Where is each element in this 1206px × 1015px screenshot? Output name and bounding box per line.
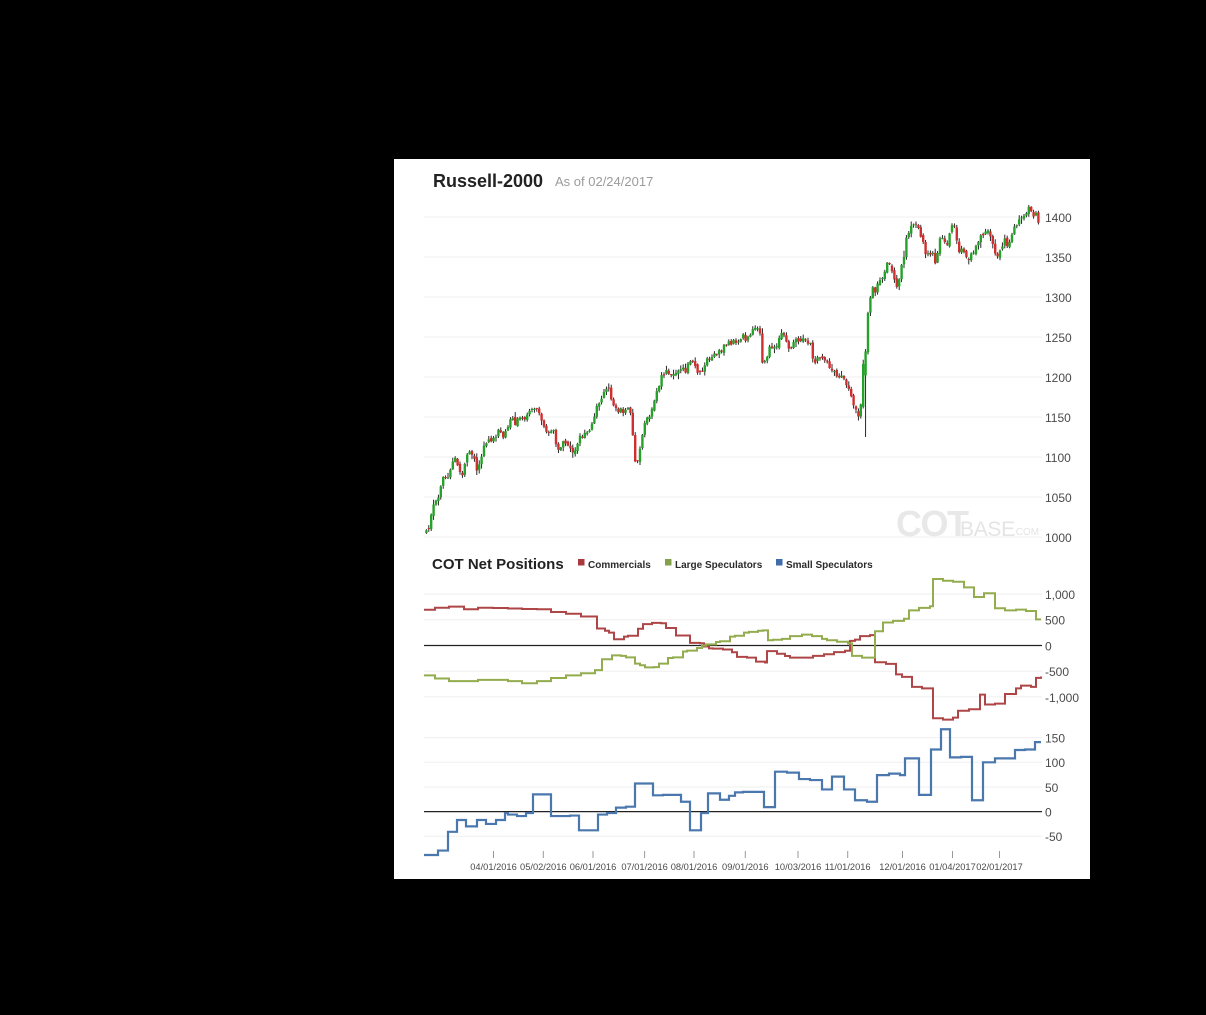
svg-text:0: 0 (1045, 806, 1052, 820)
svg-text:1250: 1250 (1045, 331, 1072, 345)
svg-text:50: 50 (1045, 781, 1059, 795)
svg-text:1000: 1000 (1045, 531, 1072, 545)
svg-text:1400: 1400 (1045, 211, 1072, 225)
svg-text:1150: 1150 (1045, 411, 1071, 425)
svg-text:-500: -500 (1045, 665, 1069, 679)
svg-text:01/04/2017: 01/04/2017 (929, 862, 976, 872)
svg-text:06/01/2016: 06/01/2016 (570, 862, 617, 872)
svg-text:07/01/2016: 07/01/2016 (621, 862, 668, 872)
svg-text:0: 0 (1045, 639, 1052, 653)
svg-text:12/01/2016: 12/01/2016 (879, 862, 926, 872)
svg-text:500: 500 (1045, 614, 1065, 628)
svg-text:Commercials: Commercials (588, 560, 651, 571)
svg-text:05/02/2016: 05/02/2016 (520, 862, 567, 872)
svg-text:COT Net Positions: COT Net Positions (432, 556, 564, 573)
svg-text:-50: -50 (1045, 830, 1063, 844)
svg-text:1350: 1350 (1045, 251, 1072, 265)
svg-text:11/01/2016: 11/01/2016 (825, 862, 871, 872)
svg-text:09/01/2016: 09/01/2016 (722, 862, 769, 872)
svg-text:04/01/2016: 04/01/2016 (470, 862, 517, 872)
svg-text:150: 150 (1045, 732, 1065, 746)
svg-text:08/01/2016: 08/01/2016 (671, 862, 718, 872)
svg-text:As of 02/24/2017: As of 02/24/2017 (555, 174, 653, 189)
svg-text:1300: 1300 (1045, 291, 1072, 305)
svg-text:Small Speculators: Small Speculators (786, 560, 873, 571)
svg-text:COT: COT (896, 503, 969, 544)
svg-text:-1,000: -1,000 (1045, 691, 1079, 705)
svg-text:.COM: .COM (1013, 527, 1039, 538)
svg-text:BASE: BASE (960, 518, 1015, 541)
svg-text:1100: 1100 (1045, 451, 1071, 465)
svg-text:100: 100 (1045, 756, 1065, 770)
svg-text:Russell-2000: Russell-2000 (433, 171, 543, 191)
svg-text:Large Speculators: Large Speculators (675, 560, 763, 571)
svg-text:1200: 1200 (1045, 371, 1072, 385)
svg-text:1050: 1050 (1045, 491, 1072, 505)
svg-text:02/01/2017: 02/01/2017 (976, 862, 1023, 872)
svg-text:10/03/2016: 10/03/2016 (775, 862, 822, 872)
svg-text:1,000: 1,000 (1045, 588, 1075, 602)
